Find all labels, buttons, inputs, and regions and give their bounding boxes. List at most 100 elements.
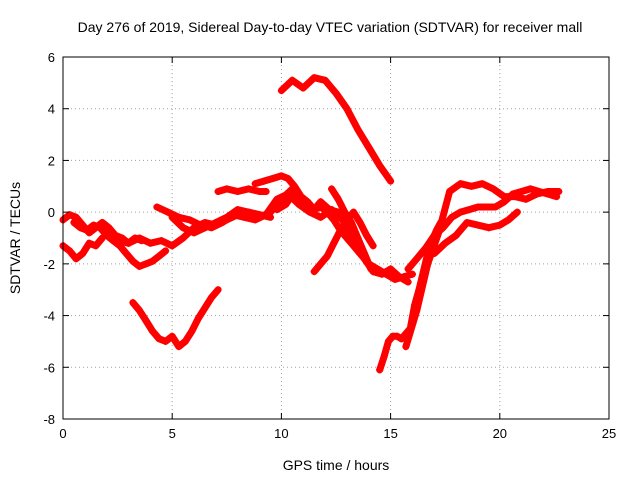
data-point: [430, 250, 438, 257]
data-point: [201, 304, 209, 312]
data-point: [168, 242, 176, 250]
data-point: [214, 188, 222, 195]
data-point: [463, 219, 471, 226]
data-point: [323, 252, 331, 260]
data-point: [446, 188, 454, 195]
data-point: [369, 242, 377, 250]
data-point: [441, 239, 449, 247]
data-point: [317, 260, 325, 268]
data-point: [186, 216, 194, 224]
data-point: [190, 229, 198, 237]
data-point: [175, 343, 183, 351]
series-trace: [168, 185, 296, 237]
data-point: [234, 206, 242, 214]
data-point: [269, 175, 277, 182]
data-point: [483, 203, 491, 211]
x-tick-label: 25: [602, 426, 616, 441]
data-point: [350, 208, 357, 216]
data-point: [505, 216, 512, 224]
data-point: [553, 193, 561, 201]
data-point: [367, 265, 375, 273]
data-point: [188, 327, 196, 335]
data-point: [509, 190, 517, 198]
plot-frame: [62, 56, 610, 420]
data-point: [168, 213, 176, 221]
chart-title: Day 276 of 2019, Sidereal Day-to-day VTE…: [78, 19, 583, 35]
data-point: [103, 231, 111, 239]
data-point: [424, 260, 432, 268]
data-point: [402, 343, 410, 351]
series-arc-17: [430, 208, 521, 257]
data-point: [380, 353, 388, 361]
data-point: [317, 213, 325, 221]
data-point: [452, 231, 460, 239]
data-point: [376, 366, 384, 374]
data-point: [378, 270, 386, 278]
data-point: [384, 337, 392, 345]
data-point: [376, 162, 384, 170]
data-point: [404, 278, 412, 286]
data-point: [474, 221, 482, 229]
data-point: [317, 198, 325, 206]
data-point: [387, 265, 395, 273]
data-point: [387, 177, 395, 185]
data-point: [308, 208, 316, 216]
data-point: [179, 234, 187, 242]
data-point: [408, 270, 416, 278]
data-point: [457, 180, 464, 188]
data-point: [395, 273, 403, 281]
data-point: [142, 317, 150, 325]
data-point: [135, 234, 143, 242]
series-arc-11: [277, 74, 395, 185]
data-point: [194, 314, 202, 322]
data-point: [513, 208, 521, 216]
data-point: [273, 206, 281, 214]
data-point: [354, 125, 362, 133]
data-point: [201, 224, 209, 232]
data-point: [111, 231, 119, 239]
data-point: [288, 76, 296, 84]
y-tick-label: 6: [48, 50, 55, 65]
data-point: [125, 239, 132, 247]
data-point: [363, 231, 371, 239]
data-point: [544, 190, 552, 198]
data-point: [66, 211, 74, 219]
data-point: [157, 237, 165, 245]
data-point: [234, 188, 242, 195]
data-point: [282, 200, 290, 208]
data-point: [79, 250, 87, 257]
data-point: [181, 337, 189, 345]
data-point: [334, 208, 342, 216]
data-point: [66, 247, 74, 255]
data-point: [212, 219, 220, 226]
data-point: [478, 180, 486, 188]
data-point: [251, 180, 259, 188]
data-point: [155, 252, 163, 260]
data-point: [360, 250, 368, 257]
data-point: [457, 208, 464, 216]
y-tick-label: -6: [43, 360, 55, 375]
data-point: [439, 224, 447, 232]
data-point: [223, 185, 231, 193]
data-point: [465, 206, 473, 214]
data-point: [162, 337, 170, 345]
y-axis-label: SDTVAR / TECUs: [7, 182, 23, 294]
data-point: [404, 265, 412, 273]
data-point: [310, 268, 318, 276]
data-point: [354, 234, 362, 242]
data-point: [284, 175, 292, 182]
data-point: [90, 221, 98, 229]
data-point: [485, 224, 493, 232]
data-point: [164, 208, 172, 216]
data-point: [343, 105, 351, 113]
data-point: [135, 262, 143, 270]
x-tick-label: 0: [59, 426, 66, 441]
data-point: [70, 219, 78, 226]
data-point: [256, 188, 264, 195]
series-arc-3: [70, 219, 170, 270]
data-point: [260, 177, 268, 185]
y-axis-ticks: -8 -6 -4 -2 0 2 4 6: [43, 50, 609, 427]
data-point: [334, 195, 342, 203]
data-point: [72, 213, 80, 221]
